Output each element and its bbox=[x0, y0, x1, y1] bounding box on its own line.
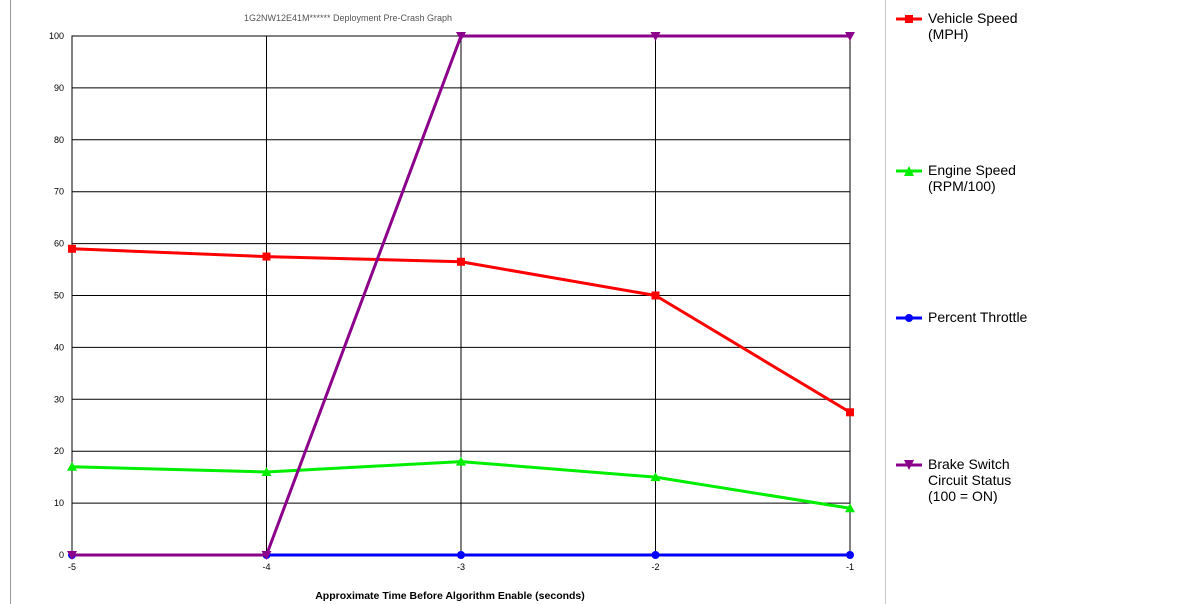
data-point-engine-speed bbox=[456, 456, 466, 466]
data-point-brake-switch bbox=[650, 32, 661, 41]
legend-marker bbox=[896, 15, 922, 23]
data-point-brake-switch bbox=[261, 551, 272, 560]
data-point-vehicle-speed bbox=[262, 252, 271, 261]
data-point-brake-switch bbox=[67, 551, 77, 560]
legend-marker bbox=[896, 166, 922, 176]
legend-label-percent-throttle: Percent Throttle bbox=[928, 309, 1028, 325]
legend-swatch-engine-speed bbox=[896, 164, 922, 178]
data-point-engine-speed bbox=[845, 503, 855, 513]
y-tick-label: 60 bbox=[54, 239, 64, 249]
y-tick-label: 70 bbox=[54, 187, 64, 197]
data-point-percent-throttle bbox=[457, 551, 465, 559]
data-point-percent-throttle bbox=[846, 551, 854, 559]
y-tick-label: 30 bbox=[54, 394, 64, 404]
x-tick-label: -4 bbox=[262, 562, 270, 572]
y-tick-label: 90 bbox=[54, 83, 64, 93]
y-tick-label: 40 bbox=[54, 342, 64, 352]
line-chart: 0 10 20 30 40 50 60 70 80 90 100 -5 -4 -3 -2 -1 1G2NW12E… bbox=[49, 13, 855, 602]
data-point-engine-speed bbox=[67, 461, 77, 471]
legend-label-engine-speed: Engine Speed (RPM/100) bbox=[928, 162, 1016, 194]
data-point-engine-speed bbox=[261, 466, 272, 476]
legend-swatch-brake-switch bbox=[896, 458, 922, 472]
data-point-vehicle-speed bbox=[68, 244, 76, 253]
data-point-percent-throttle bbox=[651, 551, 660, 559]
chart-frame: 0 10 20 30 40 50 60 70 80 90 100 -5 -4 -3 -2 -1 1G2NW12E… bbox=[10, 0, 886, 604]
legend-label-vehicle-speed: Vehicle Speed (MPH) bbox=[928, 10, 1018, 42]
data-point-vehicle-speed bbox=[457, 257, 465, 266]
x-tick-label: -1 bbox=[846, 562, 854, 572]
y-tick-label: 100 bbox=[49, 31, 64, 41]
chart-title: 1G2NW12E41M****** Deployment Pre-Crash G… bbox=[244, 13, 452, 23]
data-point-vehicle-speed bbox=[651, 291, 660, 300]
y-tick-label: 20 bbox=[54, 446, 64, 456]
legend-marker bbox=[896, 314, 922, 322]
legend-swatch-percent-throttle bbox=[896, 311, 922, 325]
chart-legend: Vehicle Speed (MPH) Engine Speed (RPM/10… bbox=[896, 0, 1186, 604]
x-tick-label: -5 bbox=[68, 562, 76, 572]
legend-swatch-vehicle-speed bbox=[896, 12, 922, 26]
y-tick-label: 80 bbox=[54, 135, 64, 145]
data-point-brake-switch bbox=[845, 32, 855, 41]
data-point-vehicle-speed bbox=[846, 408, 854, 417]
y-tick-label: 50 bbox=[54, 291, 64, 301]
legend-item-engine-speed: Engine Speed (RPM/100) bbox=[896, 162, 1098, 194]
legend-item-percent-throttle: Percent Throttle bbox=[896, 309, 1098, 325]
y-tick-label: 0 bbox=[59, 550, 64, 560]
legend-label-brake-switch: Brake Switch Circuit Status (100 = ON) bbox=[928, 456, 1012, 504]
x-tick-label: -3 bbox=[457, 562, 465, 572]
data-point-engine-speed bbox=[650, 472, 661, 482]
legend-item-brake-switch: Brake Switch Circuit Status (100 = ON) bbox=[896, 456, 1098, 504]
x-axis-label: Approximate Time Before Algorithm Enable… bbox=[315, 590, 585, 602]
legend-marker bbox=[896, 460, 922, 470]
data-point-brake-switch bbox=[456, 32, 466, 41]
y-tick-label: 10 bbox=[54, 498, 64, 508]
legend-item-vehicle-speed: Vehicle Speed (MPH) bbox=[896, 10, 1098, 42]
x-tick-label: -2 bbox=[651, 562, 659, 572]
